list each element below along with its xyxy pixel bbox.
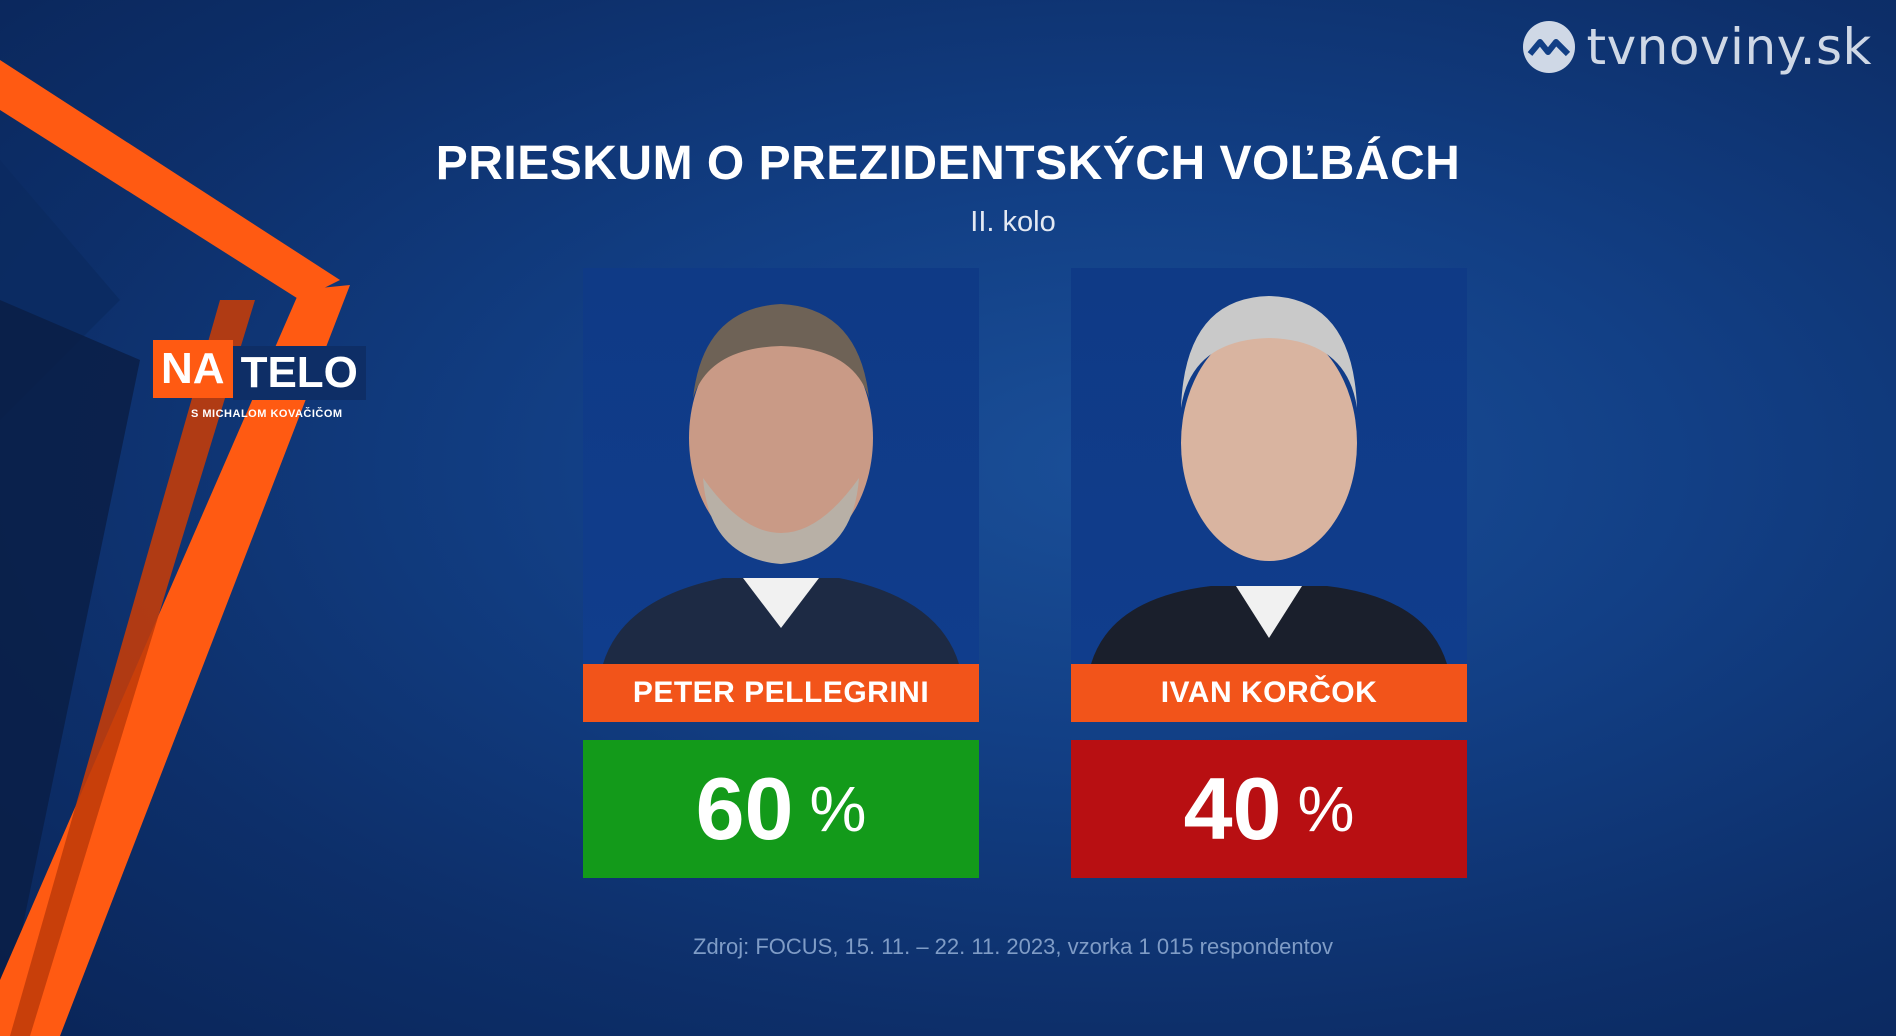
candidate-photo: [583, 268, 979, 664]
decorative-frame: [0, 60, 350, 1036]
candidate-result: 40 %: [1071, 740, 1467, 878]
show-host: S MICHALOM KOVAČIČOM: [191, 408, 343, 420]
page-title: PRIESKUM O PREZIDENTSKÝCH VOĽBÁCH: [435, 137, 1461, 190]
show-logo-na: NA: [153, 340, 233, 398]
candidate-result: 60 %: [583, 740, 979, 878]
result-unit: %: [809, 773, 867, 845]
show-logo: NA TELO S MICHALOM KOVAČIČOM: [153, 340, 366, 420]
result-value: 40: [1183, 759, 1282, 858]
candidate-photo: [1071, 268, 1467, 664]
result-unit: %: [1297, 773, 1355, 845]
round-label: II. kolo: [970, 206, 1056, 238]
result-value: 60: [695, 759, 794, 858]
show-logo-telo: TELO: [232, 346, 366, 400]
tvnoviny-brand: tvnoviny.sk: [1522, 18, 1872, 76]
candidate-name: PETER PELLEGRINI: [583, 664, 979, 722]
candidate-name: IVAN KORČOK: [1071, 664, 1467, 722]
source-note: Zdroj: FOCUS, 15. 11. – 22. 11. 2023, vz…: [693, 934, 1333, 959]
brand-name: tvnoviny.sk: [1586, 18, 1872, 76]
candidate-card: IVAN KORČOK 40 %: [1071, 268, 1467, 878]
candidate-card: PETER PELLEGRINI 60 %: [583, 268, 979, 878]
tvnoviny-logo-icon: [1523, 21, 1576, 73]
